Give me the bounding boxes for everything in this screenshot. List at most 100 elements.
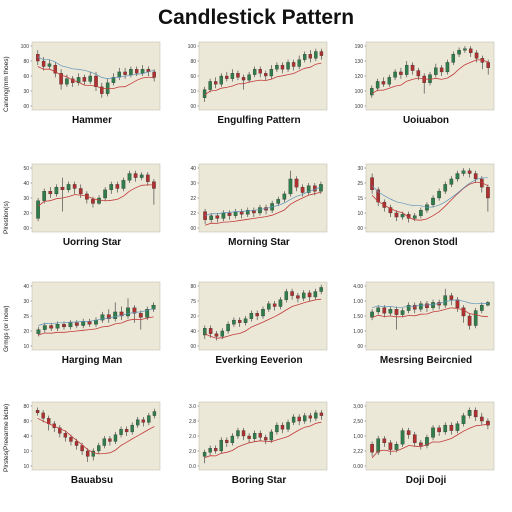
candle — [443, 288, 448, 308]
trend-line-red — [37, 66, 155, 89]
y-tick-label: 2.0 — [189, 449, 196, 455]
chart-title: Boring Star — [231, 475, 287, 486]
candle — [455, 421, 460, 434]
candle — [35, 407, 40, 416]
candle — [308, 412, 312, 423]
candle — [111, 73, 116, 86]
candle — [370, 173, 374, 194]
candle — [258, 204, 262, 216]
candle — [226, 321, 230, 334]
y-tick-label: 10 — [23, 449, 29, 455]
candle — [243, 316, 248, 326]
candle — [455, 170, 460, 182]
chart-title: Doji Doji — [405, 475, 447, 486]
candle — [94, 71, 98, 91]
chart-panel: 50 40 30 20 00 Uorring Star — [12, 162, 172, 256]
candle — [288, 170, 293, 197]
candle — [115, 181, 120, 193]
candle — [97, 442, 101, 454]
y-tick-label: 10 — [23, 344, 29, 350]
plot-area — [198, 41, 328, 111]
y-tick-label: 2.0 — [189, 434, 196, 440]
candle — [303, 412, 307, 424]
y-tick-label: 30 — [357, 166, 363, 172]
y-tick-label: 80 — [23, 59, 29, 65]
chart-panel: 190 130 120 100 100 Uoiuabon — [346, 40, 506, 134]
candle — [152, 408, 157, 419]
chart-panel: 40 30 25 20 10 Harging Man — [12, 280, 172, 374]
y-tick-label: 80 — [190, 284, 196, 290]
candle — [434, 63, 438, 78]
candle — [54, 184, 59, 197]
y-tick-label: 40 — [23, 434, 29, 440]
y-tick-label: 30 — [23, 196, 29, 202]
y-tick-label: 100 — [355, 89, 364, 95]
y-tick-label: 15 — [357, 196, 363, 202]
candle — [109, 181, 114, 194]
y-tick-label: 190 — [355, 44, 364, 50]
candle — [406, 302, 411, 314]
candle — [252, 66, 257, 78]
y-tick-label: 75 — [190, 299, 196, 305]
candle — [261, 306, 265, 319]
row-label: Grmgs (or inow) — [3, 305, 10, 352]
candle — [41, 410, 45, 423]
candle — [404, 61, 409, 78]
candle — [439, 65, 444, 76]
candle — [113, 302, 118, 322]
candle — [445, 59, 450, 75]
candle — [393, 69, 397, 81]
candle — [72, 181, 77, 194]
chart-panel: 3.0 2.8 2.0 2.0 0.0 Boring Star — [179, 400, 339, 494]
candle — [431, 425, 435, 441]
candle — [412, 302, 417, 314]
candle — [431, 299, 435, 311]
plot-area — [365, 401, 495, 471]
candle — [394, 441, 399, 453]
y-tick-label: 22 — [190, 211, 196, 217]
y-tick-label: 80 — [23, 404, 29, 410]
plot-area — [31, 401, 161, 471]
y-tick-label: 2,22 — [353, 449, 363, 455]
candlestick-chart: 3,00 2,50 1,00 2,22 0.00 — [353, 401, 495, 471]
candle — [278, 296, 283, 310]
chart-title: Harging Man — [61, 355, 123, 366]
candle — [230, 433, 235, 446]
y-tick-label: 120 — [355, 74, 364, 80]
candle — [294, 176, 299, 192]
candle — [208, 445, 212, 456]
candle — [381, 77, 386, 87]
candle — [145, 172, 150, 186]
candlestick-chart: 40 30 22 22 00 — [190, 163, 328, 233]
candle — [473, 170, 478, 184]
candle — [468, 46, 473, 57]
y-tick-label: 10 — [357, 211, 363, 217]
y-tick-label: 1,00 — [353, 434, 363, 440]
candle — [286, 59, 290, 72]
candle — [48, 187, 53, 198]
candle — [74, 320, 79, 329]
chart-title: Orenon Stodl — [394, 237, 458, 248]
y-tick-label: 20 — [190, 314, 196, 320]
candle — [370, 441, 374, 457]
candlestick-chart: 190 130 120 100 100 — [355, 41, 495, 111]
candle — [258, 66, 262, 78]
candle — [138, 310, 143, 330]
trend-line-red — [204, 191, 322, 226]
candle — [78, 184, 83, 198]
candle — [236, 70, 240, 81]
candle — [376, 436, 381, 456]
chart-title: Everking Eeverion — [215, 355, 303, 366]
candlestick-chart: 40 30 25 20 10 — [23, 281, 161, 351]
candle — [486, 184, 490, 212]
trend-line-red — [204, 62, 322, 96]
candle — [314, 48, 318, 62]
y-tick-label: 30 — [23, 89, 29, 95]
candle — [400, 427, 405, 447]
candle — [297, 55, 301, 70]
candlestick-chart: 100 80 60 30 00 — [21, 41, 161, 111]
candle — [451, 51, 456, 66]
candle — [457, 47, 461, 57]
y-tick-label: 40 — [190, 329, 196, 335]
trend-line-blue — [371, 299, 488, 309]
